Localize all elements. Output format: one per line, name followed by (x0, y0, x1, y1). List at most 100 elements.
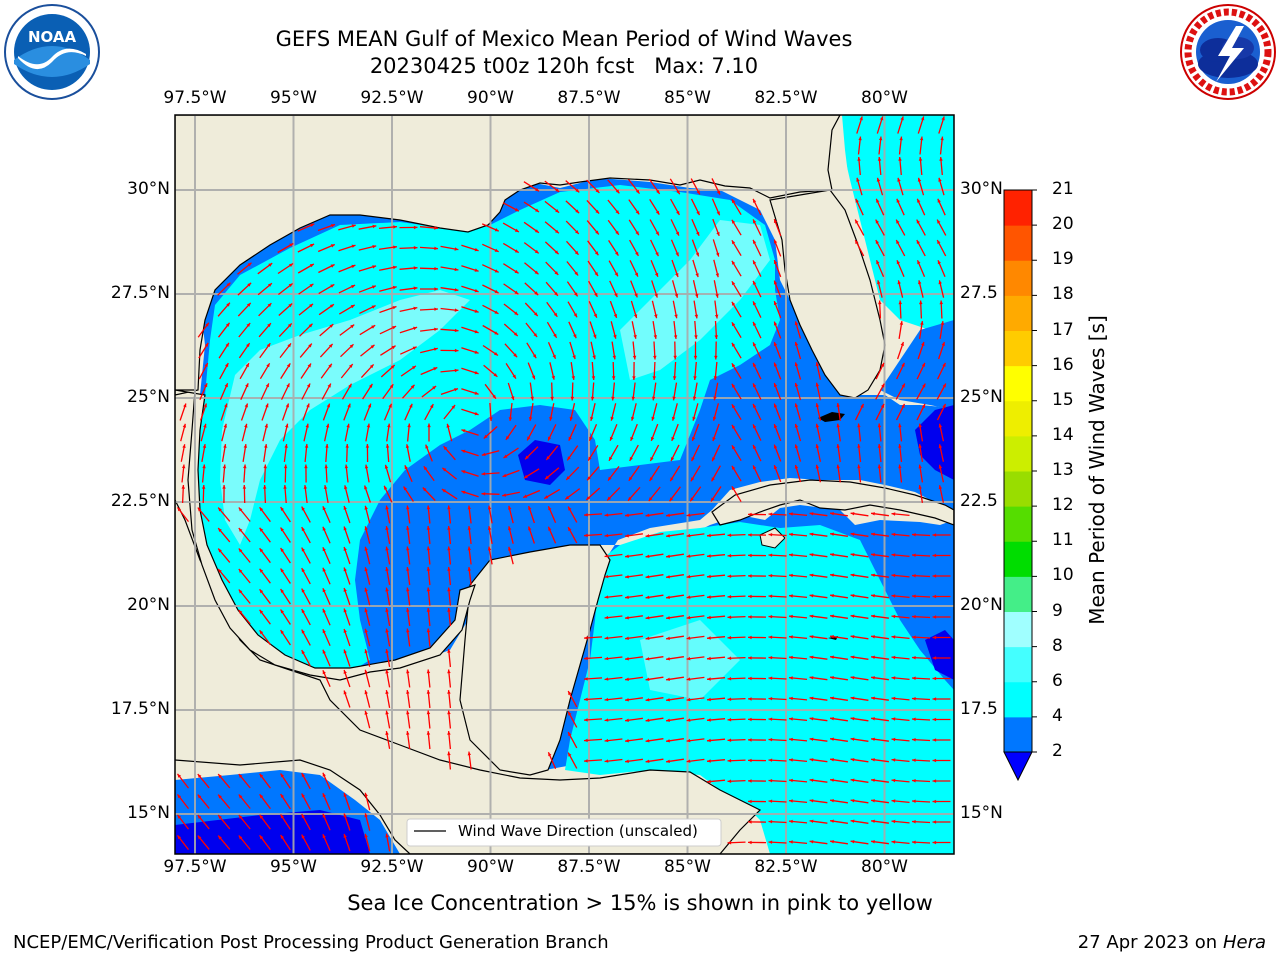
wind-wave-arrowhead (548, 526, 552, 531)
wind-wave-arrowhead (748, 738, 752, 742)
wind-wave-arrowhead (921, 342, 925, 346)
wind-wave-arrowhead (938, 444, 943, 449)
wind-wave-arrowhead (372, 224, 377, 229)
wind-wave-arrowhead (474, 268, 479, 272)
wind-wave-arrowhead (514, 290, 519, 295)
wind-wave-arrowhead (625, 698, 629, 702)
wind-wave-arrowhead (441, 489, 446, 493)
wind-wave-arrowhead (753, 362, 757, 367)
colorbar-extend-triangle (1003, 751, 1033, 782)
wind-wave-arrowhead (686, 513, 691, 517)
wind-wave-arrowhead (686, 759, 691, 763)
wind-wave-arrowhead (430, 404, 434, 409)
latitude-label-right: 25°N (960, 387, 1003, 407)
wind-wave-arrowhead (259, 609, 264, 614)
wind-wave-arrowhead (385, 608, 389, 612)
wind-wave-arrowhead (731, 465, 736, 470)
wind-wave-arrowhead (454, 288, 459, 292)
wind-wave-arrowhead (351, 224, 356, 228)
wind-wave-arrowhead (344, 464, 349, 469)
wind-wave-arrowhead (918, 157, 923, 161)
wind-wave-arrowhead (727, 656, 732, 660)
wind-wave-arrowhead (731, 240, 736, 245)
wind-wave-arrowhead (201, 485, 206, 489)
wind-wave-arrowhead (714, 335, 718, 339)
wind-wave-arrowhead (625, 595, 629, 599)
wind-wave-arrowhead (716, 190, 720, 195)
wind-wave-arrowhead (390, 365, 395, 369)
wind-wave-arrowhead (809, 594, 814, 598)
wind-wave-arrowhead (731, 383, 736, 388)
wind-wave-arrowhead (666, 554, 670, 558)
wind-wave-arrowhead (696, 190, 700, 195)
footer-host: Hera (1222, 932, 1266, 953)
wind-wave-arrowhead (625, 534, 629, 538)
wind-wave-arrowhead (197, 835, 202, 840)
wind-wave-arrowhead (692, 437, 696, 441)
wind-wave-arrowhead (434, 226, 438, 230)
wind-wave-arrowhead (809, 819, 814, 823)
wind-wave-arrowhead (676, 210, 680, 215)
wind-wave-arrowhead (919, 136, 924, 141)
wind-wave-arrowhead (794, 403, 799, 408)
wind-wave-arrowhead (686, 718, 691, 722)
wind-wave-arrowhead (328, 343, 333, 348)
wind-wave-arrowhead (280, 507, 284, 511)
wind-wave-arrowhead (900, 116, 904, 121)
wind-wave-arrowhead (727, 574, 732, 578)
wind-wave-arrowhead (181, 485, 185, 489)
wind-wave-arrowhead (370, 344, 375, 349)
wind-wave-arrowhead (898, 423, 902, 428)
wind-wave-arrowhead (753, 219, 757, 224)
wind-wave-arrowhead (604, 574, 609, 579)
wind-wave-arrowhead (544, 495, 549, 499)
wind-wave-arrowhead (584, 759, 588, 763)
wind-wave-arrowhead (392, 326, 397, 330)
wind-wave-arrowhead (850, 635, 855, 639)
wind-wave-arrowhead (406, 567, 410, 571)
wind-wave-arrowhead (809, 655, 814, 659)
arrow-legend (406, 818, 722, 847)
wind-wave-arrowhead (594, 251, 599, 256)
wind-wave-arrowhead (615, 251, 619, 256)
wind-wave-arrowhead (454, 308, 459, 312)
latitude-label-right: 15°N (960, 803, 1003, 823)
wind-wave-arrowhead (584, 636, 588, 640)
wind-wave-arrowhead (855, 240, 859, 244)
wind-wave-arrowhead (454, 328, 459, 333)
wind-wave-arrowhead (238, 548, 243, 553)
wind-wave-arrowhead (707, 615, 711, 620)
wind-wave-arrowhead (388, 403, 392, 408)
wind-wave-arrowhead (899, 136, 903, 141)
wind-wave-arrowhead (177, 814, 182, 819)
wind-wave-arrowhead (859, 116, 863, 121)
wind-wave-arrowhead (493, 373, 498, 377)
wind-wave-arrowhead (525, 455, 529, 460)
wind-wave-arrowhead (555, 188, 560, 192)
wind-wave-arrowhead (871, 696, 875, 700)
wind-wave-arrowhead (635, 231, 639, 236)
wind-wave-arrowhead (425, 444, 429, 449)
wind-wave-arrowhead (876, 260, 880, 265)
wind-wave-arrowhead (329, 324, 334, 328)
wind-wave-arrowhead (748, 676, 752, 681)
wind-wave-arrowhead (675, 252, 679, 257)
wind-wave-arrowhead (447, 751, 451, 756)
wind-wave-arrowhead (855, 198, 859, 203)
wind-wave-arrowhead (508, 505, 512, 510)
wind-wave-arrowhead (690, 477, 695, 482)
wind-wave-arrowhead (238, 507, 243, 512)
wind-wave-arrowhead (568, 506, 572, 511)
wind-wave-arrowhead (508, 526, 512, 531)
wind-wave-arrowhead (809, 573, 814, 577)
wind-wave-arrowhead (474, 288, 479, 293)
wind-wave-arrowhead (901, 362, 905, 367)
wind-wave-arrowhead (850, 840, 855, 844)
wind-wave-arrowhead (712, 416, 717, 421)
wind-wave-arrowhead (392, 285, 397, 290)
wind-wave-arrowhead (461, 449, 466, 454)
wind-wave-arrowhead (328, 363, 332, 368)
wind-wave-arrowhead (666, 636, 670, 640)
wind-wave-arrowhead (871, 553, 875, 557)
wind-wave-arrowhead (920, 321, 924, 325)
